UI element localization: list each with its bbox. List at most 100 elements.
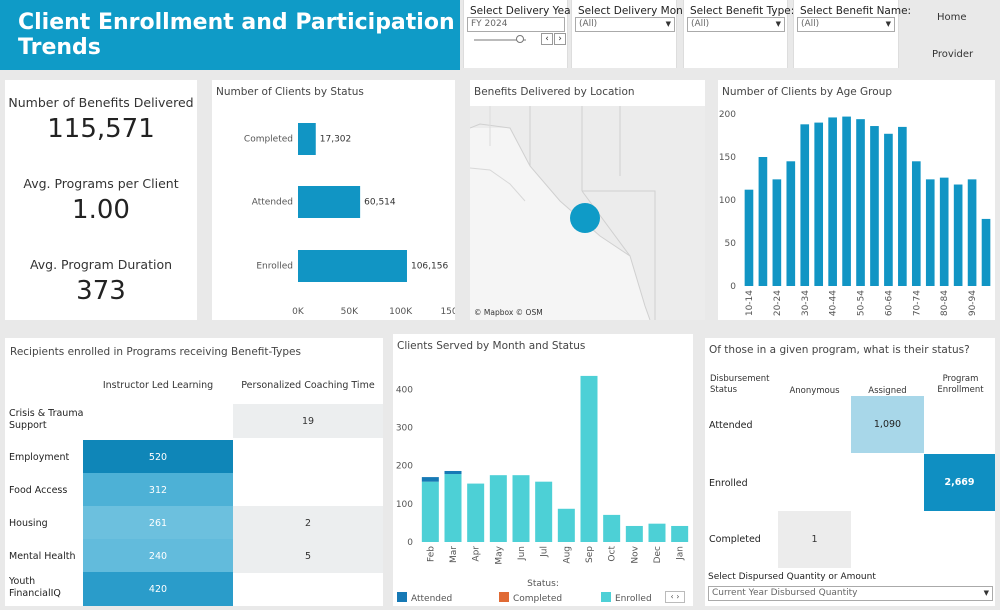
recipients-row-label: Housing [9, 518, 48, 529]
age-bar[interactable] [800, 124, 810, 286]
year-slider-track[interactable] [474, 39, 526, 41]
month-bar-enrolled[interactable] [625, 525, 643, 542]
age-chart-panel: Number of Clients by Age Group 200 150 100… [718, 80, 995, 320]
age-x-tick: 50-54 [857, 290, 867, 316]
month-y-tick: 400 [396, 385, 413, 395]
age-x-tick: 20-24 [773, 290, 783, 316]
recipients-cell-instructor[interactable]: 240 [83, 539, 233, 573]
age-bar[interactable] [981, 218, 991, 286]
month-bar-attended[interactable] [444, 470, 462, 475]
age-x-tick: 70-74 [912, 290, 922, 316]
matrix-rowhead: Disbursement Status [710, 374, 770, 395]
month-bar-enrolled[interactable] [648, 523, 666, 542]
age-bar[interactable] [814, 122, 824, 286]
filter-benefit-name: Select Benefit Name: (All) ▼ [793, 0, 911, 68]
status-bar-label: 17,302 [320, 135, 352, 145]
month-bar-enrolled[interactable] [489, 475, 507, 542]
quantity-select[interactable]: Current Year Disbursed Quantity ▼ [708, 586, 993, 601]
age-bar[interactable] [870, 126, 879, 286]
filter-benefit-type-label: Select Benefit Type: [690, 5, 795, 17]
month-x-tick: Apr [472, 546, 482, 562]
legend-pager[interactable]: ‹ › [665, 591, 685, 603]
location-map[interactable] [470, 106, 705, 320]
legend-label-completed: Completed [513, 594, 562, 604]
month-bar-enrolled[interactable] [512, 475, 530, 542]
month-bar-enrolled[interactable] [467, 483, 485, 542]
nav-provider-link[interactable]: Provider [932, 49, 974, 60]
recipients-row-label: Food Access [9, 485, 68, 496]
recipients-row-label: Youth FinancialIQ [9, 576, 61, 599]
status-bar-label: 106,156 [411, 262, 448, 272]
month-bar-enrolled[interactable] [580, 375, 598, 542]
status-chart: Completed 17,302 Attended 60,514 Enrolled 106… [244, 123, 455, 317]
month-x-tick: Oct [608, 546, 618, 562]
recipients-cell-coaching[interactable]: 19 [233, 404, 383, 438]
month-bar-attended[interactable] [421, 477, 439, 482]
age-bar[interactable] [786, 161, 796, 286]
age-bar[interactable] [898, 126, 907, 287]
month-bar-enrolled[interactable] [444, 474, 462, 542]
benefit-name-value: (All) [801, 19, 820, 29]
recipients-cell-instructor[interactable]: 312 [83, 473, 233, 507]
month-bar-enrolled[interactable] [603, 514, 621, 542]
age-x-tick: 30-34 [801, 290, 811, 316]
status-bar[interactable] [298, 186, 361, 218]
age-bar[interactable] [967, 179, 977, 286]
matrix-cell-enrolled[interactable]: 2,669 [924, 454, 995, 511]
year-prev-button[interactable]: ‹ [541, 33, 553, 45]
matrix-cell-completed[interactable]: 1 [778, 511, 851, 568]
matrix-row-enrolled: Enrolled [709, 478, 748, 489]
recipients-cell-instructor[interactable]: 261 [83, 506, 233, 540]
age-bar[interactable] [828, 117, 837, 286]
status-bar[interactable] [298, 250, 407, 282]
month-bar-enrolled[interactable] [671, 525, 689, 542]
age-bar[interactable] [911, 161, 921, 286]
age-bar[interactable] [939, 177, 949, 286]
recipients-panel: Recipients enrolled in Programs receivin… [5, 338, 383, 606]
month-chart: 400 300 200 100 0 Feb Mar Apr May Jun Jul Aug Sep Oct… [396, 375, 689, 604]
benefit-name-select[interactable]: (All) ▼ [797, 17, 895, 32]
year-next-button[interactable]: › [554, 33, 566, 45]
month-x-tick: Jan [676, 546, 686, 561]
month-bar-enrolled[interactable] [557, 508, 575, 542]
filter-benefit-name-label: Select Benefit Name: [800, 5, 912, 17]
legend-label-attended: Attended [411, 594, 452, 604]
status-chart-panel: Number of Clients by Status Completed 17,… [212, 80, 455, 320]
age-bar[interactable] [744, 189, 754, 286]
status-bar[interactable] [298, 123, 316, 155]
location-marker[interactable] [570, 203, 600, 233]
month-bar-enrolled[interactable] [535, 481, 553, 542]
status-category-label: Completed [244, 135, 293, 145]
month-x-tick: Nov [630, 545, 640, 563]
age-bar[interactable] [953, 184, 963, 286]
recipients-cell-coaching[interactable]: 2 [233, 506, 383, 540]
age-bar[interactable] [856, 119, 865, 286]
age-x-tick: 40-44 [829, 290, 839, 316]
age-bar[interactable] [772, 179, 782, 286]
kpi-duration-value: 373 [76, 276, 126, 306]
status-category-label: Attended [252, 198, 293, 208]
nav-home-link[interactable]: Home [937, 12, 967, 23]
year-slider-handle[interactable] [516, 35, 524, 43]
recipients-row-label: Employment [9, 452, 70, 463]
benefit-type-select[interactable]: (All) ▼ [687, 17, 785, 32]
chevron-down-icon: ▼ [885, 20, 891, 28]
matrix-cell-attended[interactable]: 1,090 [851, 396, 924, 453]
delivery-month-select[interactable]: (All) ▼ [575, 17, 675, 32]
filter-delivery-year: Select Delivery Year: FY 2024 ‹ › [463, 0, 578, 68]
age-y-tick: 0 [730, 282, 736, 292]
recipients-cell-instructor[interactable]: 520 [83, 440, 233, 474]
recipients-cell-coaching[interactable]: 5 [233, 539, 383, 573]
age-bar[interactable] [925, 179, 935, 286]
age-bar[interactable] [758, 157, 768, 286]
month-bar-enrolled[interactable] [421, 481, 439, 542]
recipients-cell-instructor[interactable]: 420 [83, 572, 233, 606]
status-x-tick: 50K [341, 307, 359, 317]
status-x-tick: 150K [440, 307, 455, 317]
age-bar[interactable] [842, 116, 851, 286]
legend-swatch-attended [397, 592, 407, 602]
delivery-year-input[interactable]: FY 2024 [467, 17, 565, 32]
age-bar[interactable] [884, 133, 893, 286]
kpi-duration-label: Avg. Program Duration [29, 257, 173, 272]
age-chart-title: Number of Clients by Age Group [722, 86, 893, 98]
